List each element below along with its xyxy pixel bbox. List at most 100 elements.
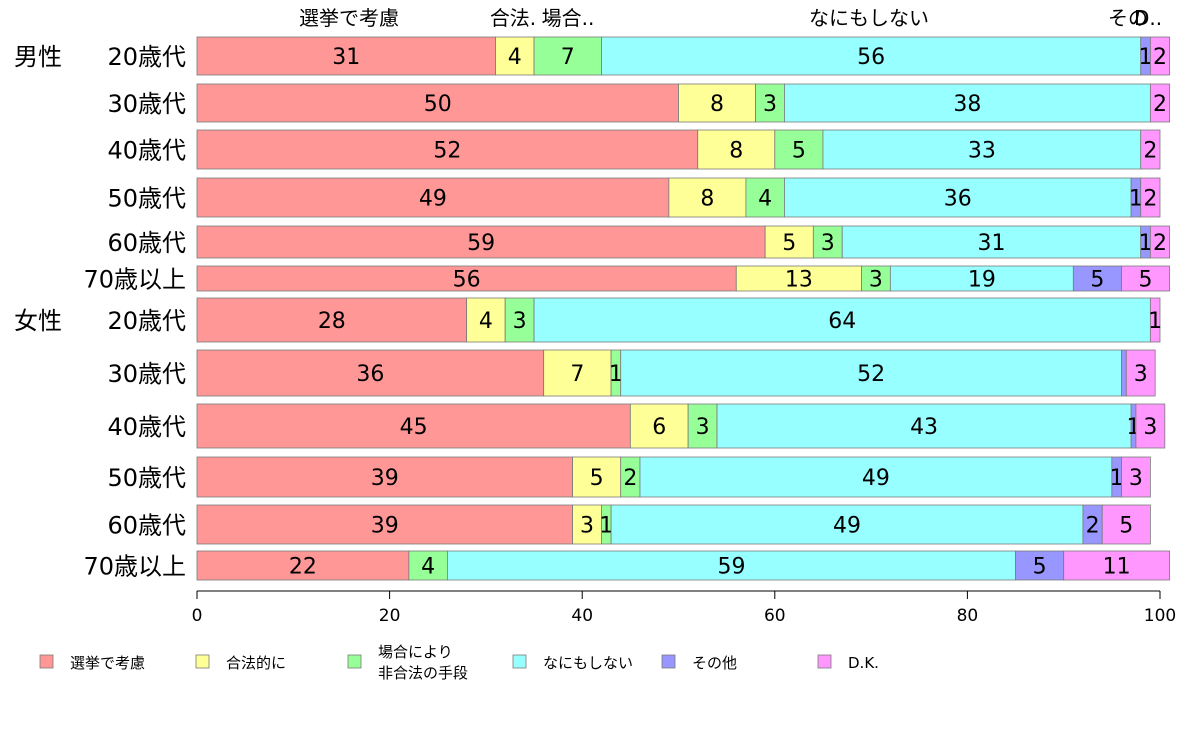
bar-segment bbox=[1121, 349, 1127, 397]
bar-segment bbox=[841, 225, 1142, 259]
data-label: 1 bbox=[1110, 466, 1124, 491]
data-label: 3 bbox=[763, 92, 777, 117]
bar-segment bbox=[697, 129, 776, 170]
bar-segment bbox=[504, 297, 535, 343]
bar-segment bbox=[822, 129, 1142, 170]
data-label: 3 bbox=[1129, 466, 1143, 491]
row-label: 30歳代 bbox=[107, 90, 186, 118]
top-category-label: 選挙で考慮 bbox=[299, 6, 399, 30]
bar-segment bbox=[1125, 349, 1156, 397]
data-label: 50 bbox=[424, 92, 452, 117]
data-label: 8 bbox=[710, 92, 724, 117]
row-label: 30歳代 bbox=[107, 360, 186, 388]
data-label: 31 bbox=[977, 231, 1005, 256]
row-label: 40歳代 bbox=[107, 137, 186, 165]
bar-segment bbox=[610, 504, 1084, 545]
legend-label: 場合により bbox=[378, 643, 453, 661]
data-label: 3 bbox=[821, 231, 835, 256]
bar-segment bbox=[784, 177, 1132, 218]
bar-segment bbox=[408, 550, 448, 581]
bar-segment bbox=[668, 177, 747, 218]
data-label: 2 bbox=[623, 466, 637, 491]
data-label: 2 bbox=[1143, 139, 1157, 164]
data-label: 5 bbox=[1090, 268, 1104, 293]
top-category-label: 場合.. bbox=[542, 6, 595, 30]
row-label: 20歳代 bbox=[107, 307, 186, 335]
row-label: 70歳以上 bbox=[83, 266, 186, 294]
x-tick-label: 20 bbox=[379, 606, 401, 626]
bar-segment bbox=[196, 83, 679, 123]
group-label: 男性 bbox=[14, 43, 62, 71]
data-label: 1 bbox=[1148, 309, 1162, 334]
top-category-label: なにもしない bbox=[809, 6, 929, 30]
top-category-label: D.. bbox=[1134, 6, 1162, 30]
legend-label: D.K. bbox=[848, 654, 879, 672]
bar-segment bbox=[572, 504, 602, 545]
data-label: 2 bbox=[1086, 514, 1100, 539]
row-label: 60歳代 bbox=[107, 229, 186, 257]
bar-segment bbox=[196, 177, 670, 218]
bar-segment bbox=[1015, 550, 1065, 581]
bar-segment bbox=[1121, 265, 1171, 292]
data-label: 49 bbox=[833, 514, 861, 539]
data-label: 36 bbox=[944, 187, 972, 212]
data-label: 49 bbox=[419, 187, 447, 212]
legend-swatch bbox=[347, 654, 362, 669]
data-label: 45 bbox=[400, 415, 428, 440]
data-label: 52 bbox=[433, 139, 461, 164]
bar-segment bbox=[196, 297, 468, 343]
data-label: 8 bbox=[729, 139, 743, 164]
bar-segment bbox=[1063, 550, 1171, 581]
bar-segment bbox=[196, 456, 573, 498]
data-label: 8 bbox=[700, 187, 714, 212]
data-label: 11 bbox=[1103, 555, 1131, 580]
data-label: 2 bbox=[1143, 187, 1157, 212]
data-label: 7 bbox=[570, 362, 584, 387]
bar-segment bbox=[1149, 225, 1171, 259]
data-label: 1 bbox=[609, 362, 623, 387]
data-label: 4 bbox=[421, 555, 435, 580]
bar-segment bbox=[1140, 129, 1161, 170]
bar-segment bbox=[196, 225, 766, 259]
data-label: 59 bbox=[467, 231, 495, 256]
bar-segment bbox=[1149, 36, 1171, 76]
bar-segment bbox=[687, 403, 718, 449]
bar-segment bbox=[1149, 297, 1161, 343]
legend-swatch bbox=[817, 654, 832, 669]
data-label: 52 bbox=[857, 362, 885, 387]
x-tick-label: 0 bbox=[192, 606, 203, 626]
data-label: 56 bbox=[857, 45, 885, 70]
bar-segment bbox=[1072, 265, 1122, 292]
legend-label: 選挙で考慮 bbox=[70, 654, 145, 672]
data-label: 5 bbox=[1033, 555, 1047, 580]
data-label: 1 bbox=[1139, 45, 1153, 70]
bar-segment bbox=[196, 36, 496, 76]
data-label: 6 bbox=[652, 415, 666, 440]
bar-segment bbox=[784, 83, 1151, 123]
data-label: 31 bbox=[332, 45, 360, 70]
top-category-label: その bbox=[1108, 6, 1148, 30]
row-label: 20歳代 bbox=[107, 43, 186, 71]
row-label: 60歳代 bbox=[107, 512, 186, 540]
group-label: 女性 bbox=[14, 307, 62, 335]
bar-segment bbox=[678, 83, 756, 123]
bar-segment bbox=[495, 36, 535, 76]
bar-segment bbox=[1149, 83, 1171, 123]
bar-segment bbox=[774, 129, 824, 170]
x-tick-label: 80 bbox=[957, 606, 979, 626]
data-label: 36 bbox=[356, 362, 384, 387]
top-category-label: 合法. bbox=[490, 6, 536, 30]
bar-segment bbox=[196, 265, 737, 292]
bar-segment bbox=[620, 349, 1122, 397]
data-label: 5 bbox=[590, 466, 604, 491]
legend-label: その他 bbox=[692, 654, 737, 672]
legend-swatch bbox=[512, 654, 527, 669]
data-label: 3 bbox=[513, 309, 527, 334]
data-label: 1 bbox=[599, 514, 613, 539]
data-label: 1 bbox=[1129, 187, 1143, 212]
data-label: 7 bbox=[561, 45, 575, 70]
data-label: 3 bbox=[1143, 415, 1157, 440]
data-label: 39 bbox=[371, 514, 399, 539]
row-label: 70歳以上 bbox=[83, 553, 186, 581]
